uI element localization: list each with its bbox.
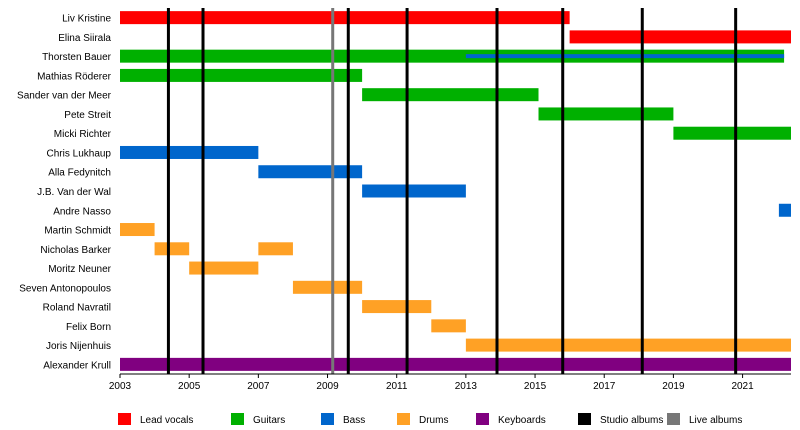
legend-swatch-drums [397,413,410,425]
bar-elina-siirala-lead_vocals-0 [569,30,791,44]
legend-label-lead-vocals: Lead vocals [140,415,193,426]
bar-thorsten-bauer-guitars-0 [120,49,785,63]
bar-moritz-neuner-drums-0 [189,261,259,275]
member-label-joris-nijenhuis: Joris Nijenhuis [46,341,111,352]
bar-felix-born-drums-0 [431,319,466,333]
x-tick-label-2017: 2017 [593,381,616,392]
member-label-moritz-neuner: Moritz Neuner [48,264,111,275]
x-axis: 2003 2005 2007 2009 2011 2013 2015 2017 2019 2021 [109,373,791,392]
member-label-alexander-krull: Alexander Krull [43,360,111,371]
member-bars [120,11,791,371]
member-label-seven-antonopoulos: Seven Antonopoulos [19,283,111,294]
legend-swatch-lead-vocals [118,413,131,425]
bar-andre-nasso-bass-0 [778,203,791,217]
legend-swatch-keyboards [476,413,489,425]
member-label-pete-streit: Pete Streit [64,110,111,121]
album-release-lines [166,8,738,374]
x-tick-label-2015: 2015 [524,381,547,392]
x-tick-label-2011: 2011 [386,381,408,392]
bar-pete-streit-guitars-0 [538,107,674,121]
legend-label-bass: Bass [343,415,365,426]
member-label-alla-fedynitch: Alla Fedynitch [48,168,111,179]
bar-liv-kristine-lead_vocals-0 [120,11,570,25]
bar-martin-schmidt-drums-0 [120,223,155,237]
legend: Lead vocals Guitars Bass Drums Keyboards Stud… [118,413,742,426]
member-label-martin-schmidt: Martin Schmidt [44,226,111,237]
bar-roland-navratil-drums-0 [362,300,432,314]
member-label-nicholas-barker: Nicholas Barker [40,245,111,256]
member-label-micki-richter: Micki Richter [54,129,112,140]
x-tick-label-2005: 2005 [178,381,201,392]
bar-chris-lukhaup-bass-0 [120,145,259,159]
bar-joris-nijenhuis-drums-0 [465,338,791,352]
legend-label-live-albums: Live albums [689,415,742,426]
member-label-chris-lukhaup: Chris Lukhaup [47,148,112,159]
x-tick-label-2013: 2013 [455,381,478,392]
bar-nicholas-barker-drums-1 [258,242,293,256]
member-label-roland-navratil: Roland Navratil [43,303,111,314]
member-label-j-b-van-der-wal: J.B. Van der Wal [37,187,111,198]
member-label-mathias-roderer: Mathias Röderer [37,71,112,82]
member-label-liv-kristine: Liv Kristine [62,14,111,25]
member-label-andre-nasso: Andre Nasso [53,206,111,217]
legend-swatch-guitars [231,413,244,425]
bar-alla-fedynitch-bass-0 [258,165,363,179]
legend-label-keyboards: Keyboards [498,415,546,426]
member-label-elina-siirala: Elina Siirala [58,33,111,44]
bar-mathias-roderer-guitars-0 [120,68,363,82]
x-tick-label-2019: 2019 [662,381,685,392]
member-label-felix-born: Felix Born [66,322,111,333]
bar-micki-richter-guitars-0 [673,126,791,140]
member-label-sander-van-der-meer: Sander van der Meer [17,91,112,102]
legend-swatch-studio-albums [578,413,591,425]
bar-nicholas-barker-drums-0 [154,242,190,256]
x-tick-label-2007: 2007 [247,381,270,392]
legend-label-studio-albums: Studio albums [600,415,663,426]
member-labels: Liv Kristine Elina Siirala Thorsten Bauer M… [17,14,112,372]
legend-swatch-live-albums [667,413,680,425]
member-label-thorsten-bauer: Thorsten Bauer [42,52,112,63]
x-tick-label-2009: 2009 [316,381,339,392]
legend-label-drums: Drums [419,415,448,426]
legend-swatch-bass [321,413,334,425]
bar-alexander-krull-keyboards-0 [120,357,791,371]
legend-label-guitars: Guitars [253,415,285,426]
x-tick-label-2003: 2003 [109,381,132,392]
bar-j-b-van-der-wal-bass-0 [362,184,466,198]
x-tick-label-2021: 2021 [731,381,754,392]
bar-sander-van-der-meer-guitars-0 [362,88,539,102]
bar-seven-antonopoulos-drums-0 [292,280,363,294]
bar-thorsten-bauer-bass-1 [465,54,785,59]
